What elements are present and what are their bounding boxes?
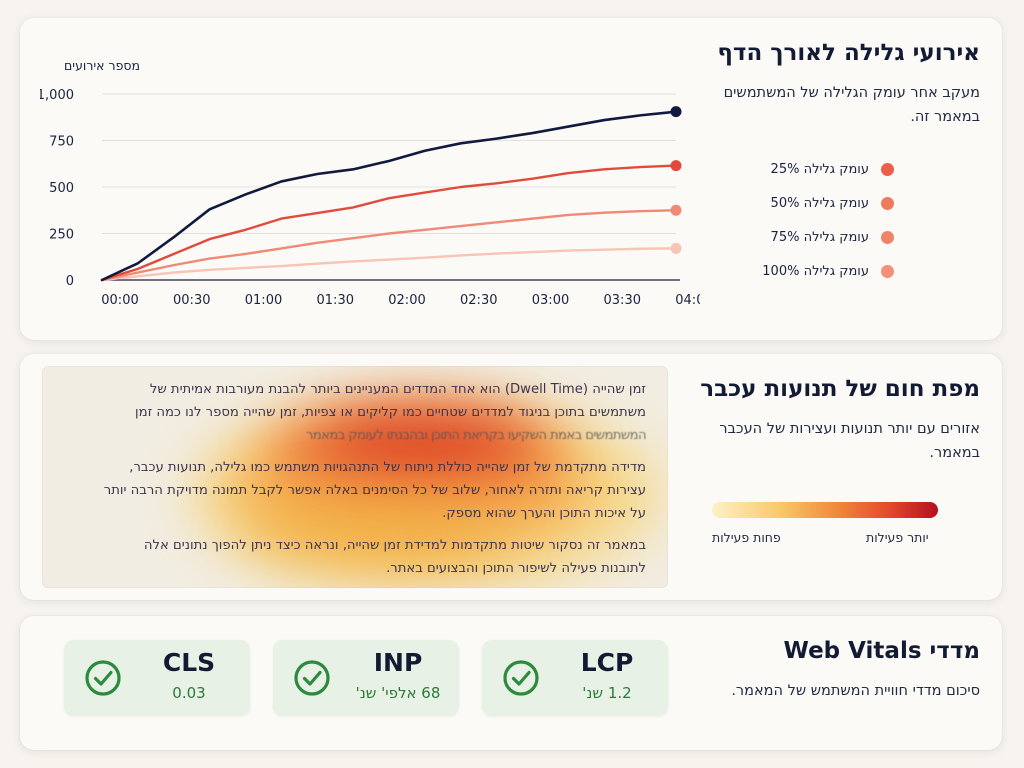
series-end-point [670,204,682,216]
legend-dot-icon [881,162,894,176]
x-tick-label: 01:00 [245,293,282,308]
series-line [100,164,678,282]
article-line: עצירות קריאה ותזרה לאחור, שלוב של כל הסי… [103,483,646,498]
series-end-point [670,106,682,118]
x-tick-label: 03:00 [532,293,569,308]
series-line [100,209,678,282]
metric-card-lcp: LCP 1.2 שנ' [482,640,668,716]
web-vitals-card: CLS 0.03 INP 68 אלפי' שנ' LCP 1.2 שנ' מד… [20,616,1002,750]
y-axis-label: מספר אירועים [64,58,140,73]
y-tick-label: 0 [66,274,74,289]
metric-card-inp: INP 68 אלפי' שנ' [273,640,459,716]
legend-item-50: עומק גלילה 50% [762,186,894,220]
article-line: זמן שהייה (Dwell Time) הוא אחד המדדים המ… [149,382,646,397]
vitals-card-description: סיכום מדדי חוויית המשתמש של המאמר. [731,682,980,699]
check-circle-icon [85,660,121,696]
x-tick-label: 02:00 [388,293,425,308]
legend-item-100: עומק גלילה 100% [762,254,894,288]
scroll-card-title: אירועי גלילה לאורך הדף [717,40,980,66]
article-line: מדידה מתקדמת של זמן שהייה כוללת ניתוח של… [129,460,646,475]
heat-blob [242,496,502,566]
metric-name: LCP [580,648,634,677]
heat-card-title: מפת חום של תנועות עכבר [700,376,980,402]
x-tick-label: 00:00 [101,293,138,308]
scroll-depth-line-chart: 0 250 500 750 1,000 00:00 00:30 01:00 01:30 02:00… [40,58,700,308]
check-circle-icon [294,660,330,696]
article-paragraph: מדידה מתקדמת של זמן שהייה כוללת ניתוח של… [64,456,646,525]
y-tick-label: 250 [49,228,74,243]
scroll-card-description: מעקב אחר עומק הגלילה של המשתמשים במאמר ז… [723,84,980,125]
heat-intensity-scale [712,502,938,518]
y-tick-label: 1,000 [40,88,74,103]
metric-value: 68 אלפי' שנ' [355,684,441,702]
article-line: על איכות התוכן והערך שהוא מספק. [442,506,646,521]
legend-item-75: עומק גלילה 75% [762,220,894,254]
check-circle-icon [503,660,539,696]
series-end-point [670,242,682,254]
heat-card-header: מפת חום של תנועות עכבר אזורים עם יותר תנ… [700,376,980,465]
x-tick-label: 02:30 [460,293,497,308]
x-tick-label: 03:30 [604,293,641,308]
article-line: לתובנות פעילה לשיפור התוכן והבצועים באתר… [386,561,646,576]
vitals-card-header: מדדי Web Vitals סיכום מדדי חוויית המשתמש… [680,638,980,704]
vitals-card-title: מדדי Web Vitals [783,638,980,664]
heat-scale-more-label: יותר פעילות [866,530,929,545]
heatmap-panel: זמן שהייה (Dwell Time) הוא אחד המדדים המ… [42,366,668,588]
legend-dot-icon [881,230,894,244]
metric-card-cls: CLS 0.03 [64,640,250,716]
legend-dot-icon [881,196,894,210]
article-paragraph: זמן שהייה (Dwell Time) הוא אחד המדדים המ… [64,378,647,447]
article-paragraph: במאמר זה נסקור שיטות מתקדמות למדידת זמן … [64,534,646,580]
article-text: זמן שהייה (Dwell Time) הוא אחד המדדים המ… [64,378,647,588]
mouse-heatmap-card: זמן שהייה (Dwell Time) הוא אחד המדדים המ… [20,354,1002,600]
y-tick-label: 750 [49,135,74,150]
x-tick-label: 04:00 [675,293,700,308]
legend-dot-icon [881,264,894,278]
x-tick-label: 00:30 [173,293,210,308]
series-line [100,110,678,282]
metric-name: CLS [162,648,216,677]
metric-name: INP [373,648,423,677]
scroll-card-header: אירועי גלילה לאורך הדף מעקב אחר עומק הגל… [700,40,980,129]
legend-label: עומק גלילה 100% [762,263,869,279]
legend-label: עומק גלילה 25% [770,161,869,177]
heat-blob [322,414,522,464]
scroll-events-card: 0 250 500 750 1,000 00:00 00:30 01:00 01:30 02:00… [20,18,1002,340]
heat-card-description: אזורים עם יותר תנועות ועצירות של העכבר ב… [719,420,980,461]
metric-value: 1.2 שנ' [582,684,632,702]
x-tick-label: 01:30 [317,293,354,308]
series-line [100,247,678,282]
article-line: במאמר זה נסקור שיטות מתקדמות למדידת זמן … [143,538,646,553]
scroll-legend: עומק גלילה 25% עומק גלילה 50% עומק גלילה… [762,152,894,288]
y-tick-label: 500 [49,181,74,196]
heat-scale-less-label: פחות פעילות [712,530,781,545]
legend-label: עומק גלילה 50% [770,195,869,211]
legend-label: עומק גלילה 75% [770,229,869,245]
metric-value: 0.03 [172,684,206,702]
article-line: המשתמשים באמת השקיעו בקריאת התוכן ובהבנת… [305,428,647,443]
series-end-point [670,160,682,172]
article-line: משתמשים בתוכן בניגוד למדדים שטחיים כמו ק… [135,405,646,420]
legend-item-25: עומק גלילה 25% [762,152,894,186]
